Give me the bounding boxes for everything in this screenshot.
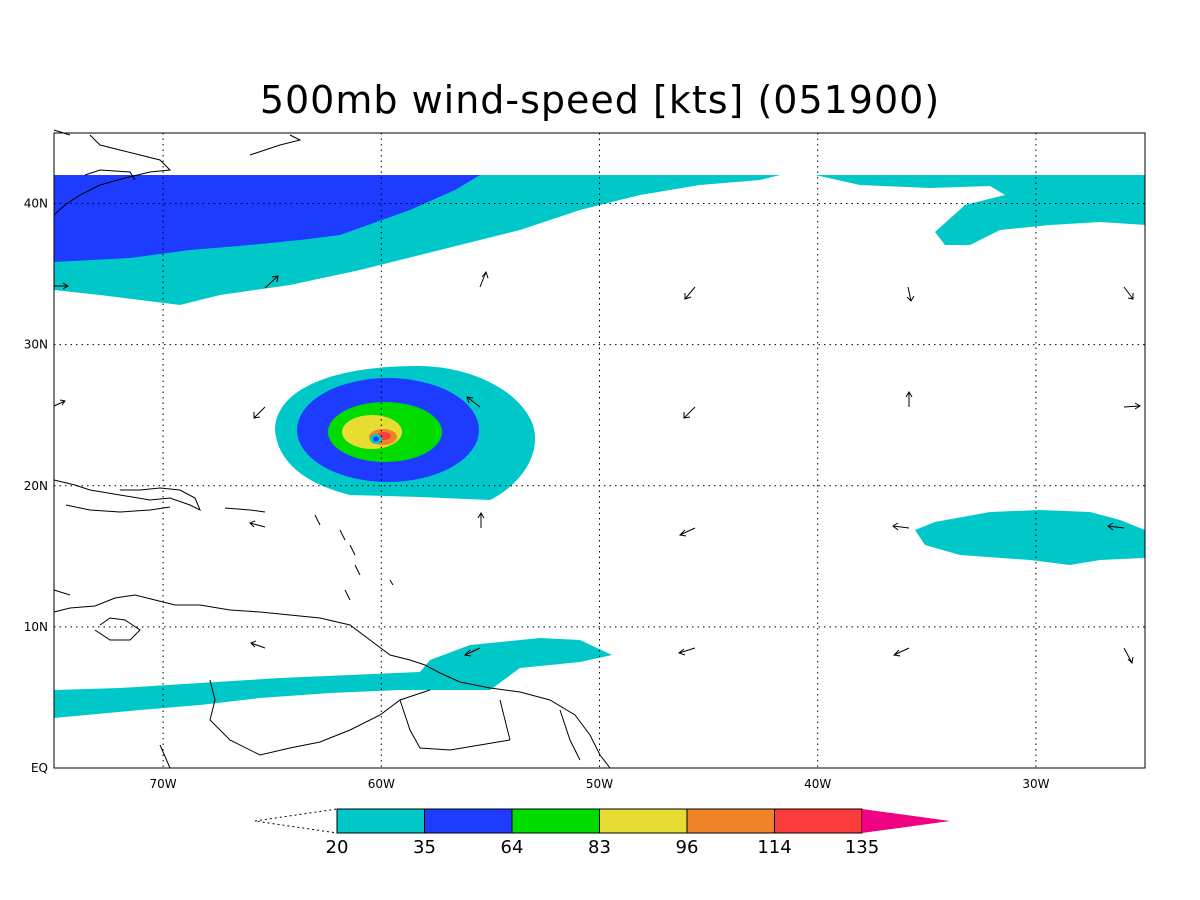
colorbar-low-extension xyxy=(254,808,338,834)
colorbar-swatch xyxy=(686,808,775,834)
wind-arrow xyxy=(250,640,266,649)
east-cyan-blob xyxy=(915,510,1145,565)
longitude-labels: 70W 60W 50W 40W 30W xyxy=(150,777,1050,791)
wind-arrow xyxy=(264,275,279,289)
colorbar-high-extension xyxy=(862,809,950,833)
latitude-labels: EQ 10N 20N 30N 40N xyxy=(24,197,48,775)
lon-tick-label: 30W xyxy=(1022,777,1049,791)
gulf-coast xyxy=(53,589,141,641)
wind-arrow xyxy=(466,396,481,408)
colorbar-level-label: 64 xyxy=(501,837,524,858)
south-america-borders xyxy=(209,679,581,761)
wind-arrow xyxy=(684,286,696,300)
wind-arrow xyxy=(253,406,266,419)
lat-tick-label: EQ xyxy=(31,761,48,775)
coastlines xyxy=(53,129,611,769)
lat-tick-label: 10N xyxy=(24,620,48,634)
lon-tick-label: 70W xyxy=(150,777,177,791)
wind-arrow xyxy=(892,522,910,531)
wind-arrow xyxy=(906,286,915,302)
storm-eye-core xyxy=(373,436,379,442)
map-gridlines xyxy=(54,133,1145,768)
wind-arrow xyxy=(1123,647,1134,665)
lat-tick-label: 20N xyxy=(24,479,48,493)
colorbar-level-label: 35 xyxy=(413,837,436,858)
lat-tick-label: 30N xyxy=(24,338,48,352)
wind-arrow xyxy=(53,399,66,407)
wind-vectors xyxy=(53,270,1141,665)
wind-arrow xyxy=(677,647,696,656)
plot-title: 500mb wind-speed [kts] (051900) xyxy=(259,78,941,122)
colorbar-swatch xyxy=(424,808,513,834)
north-america-coast xyxy=(53,129,302,216)
jet-blue-core xyxy=(54,175,480,262)
map-frame xyxy=(53,132,1146,769)
lon-tick-label: 50W xyxy=(586,777,613,791)
wind-arrow xyxy=(1107,522,1125,531)
wind-arrow xyxy=(249,520,266,528)
colorbar-swatch xyxy=(599,808,688,834)
jet-cyan-band-east xyxy=(815,175,1145,245)
wind-arrow xyxy=(463,647,481,657)
colorbar-swatch xyxy=(336,808,425,834)
wind-arrow xyxy=(54,282,69,290)
colorbar-level-label: 114 xyxy=(757,837,791,858)
wind-arrow xyxy=(905,391,913,407)
colorbar: 20 35 64 83 96 114 135 xyxy=(254,808,950,858)
wind-arrow xyxy=(683,406,696,419)
lat-tick-label: 40N xyxy=(24,197,48,211)
south-america-coast xyxy=(53,594,611,769)
wind-arrow xyxy=(678,527,696,537)
colorbar-level-label: 20 xyxy=(326,837,349,858)
wind-arrow xyxy=(479,270,489,288)
colorbar-level-label: 135 xyxy=(845,837,879,858)
south-cyan-band xyxy=(54,638,612,718)
wind-arrow xyxy=(892,647,910,657)
lesser-antilles xyxy=(314,514,394,601)
wind-arrow xyxy=(477,512,485,528)
wind-arrow xyxy=(1123,286,1134,300)
colorbar-swatch xyxy=(774,808,863,834)
colorbar-swatch xyxy=(511,808,600,834)
lon-tick-label: 40W xyxy=(804,777,831,791)
wind-arrow xyxy=(1123,402,1141,410)
wind-shading xyxy=(54,175,1145,718)
greater-antilles xyxy=(53,479,266,513)
lon-tick-label: 60W xyxy=(368,777,395,791)
colorbar-level-label: 83 xyxy=(588,837,611,858)
colorbar-level-label: 96 xyxy=(676,837,699,858)
